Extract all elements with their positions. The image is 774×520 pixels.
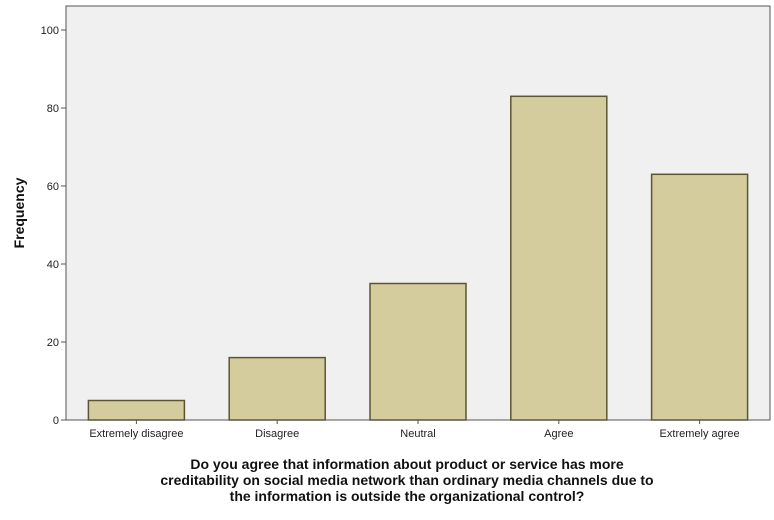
bar-chart: 0 20 40 60 80 100 Extremely disagree Disagree N… xyxy=(11,5,771,440)
bar xyxy=(510,95,608,421)
x-category-label: Neutral xyxy=(400,428,435,440)
y-axis-label: Frequency xyxy=(11,177,27,248)
bar xyxy=(650,173,749,421)
x-category-label: Extremely disagree xyxy=(89,428,183,440)
x-category-label: Agree xyxy=(544,428,573,440)
y-tick-label: 20 xyxy=(47,337,59,349)
y-tick-label: 80 xyxy=(47,103,59,115)
x-axis-label-line-1: Do you agree that information about prod… xyxy=(190,456,624,472)
y-tick-label: 60 xyxy=(47,181,59,193)
x-axis-categories: Extremely disagree Disagree Neutral Agree Ex… xyxy=(89,420,740,440)
x-category-label: Extremely agree xyxy=(660,428,740,440)
y-tick-label: 100 xyxy=(41,25,59,37)
x-category-label: Disagree xyxy=(255,428,299,440)
x-axis-label-line-3: the information is outside the organizat… xyxy=(229,488,585,504)
bars xyxy=(87,95,749,421)
bar xyxy=(87,399,186,421)
bar xyxy=(228,356,326,421)
bar xyxy=(369,282,467,421)
x-axis-label: Do you agree that information about prod… xyxy=(40,456,774,504)
x-axis-label-line-2: creditability on social media network th… xyxy=(160,472,654,488)
y-tick-label: 40 xyxy=(47,259,59,271)
y-axis-ticks: 0 20 40 60 80 100 xyxy=(41,25,66,427)
y-tick-label: 0 xyxy=(53,415,59,427)
